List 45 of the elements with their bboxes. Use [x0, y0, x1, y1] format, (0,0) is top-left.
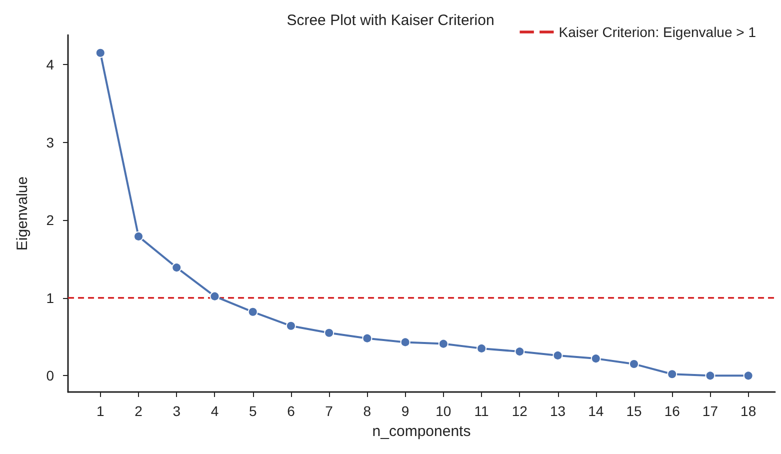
y-tick-label: 1	[46, 290, 54, 306]
y-tick-label: 3	[46, 134, 54, 150]
x-tick-label: 5	[248, 403, 257, 419]
y-tick-label: 0	[46, 368, 54, 384]
point	[590, 354, 601, 364]
chart-title: Scree Plot with Kaiser Criterion	[286, 12, 494, 29]
x-tick-label: 10	[436, 403, 452, 419]
x-axis-title: n_components	[372, 423, 471, 440]
point	[743, 370, 754, 381]
point	[514, 346, 525, 357]
point	[324, 328, 334, 338]
point	[705, 370, 716, 381]
point	[438, 338, 448, 349]
point	[172, 262, 182, 273]
x-tick-label: 13	[550, 403, 566, 419]
point	[134, 231, 144, 242]
point	[628, 359, 639, 369]
point	[400, 337, 410, 348]
x-tick-label: 7	[325, 403, 334, 419]
x-tick-label: 2	[134, 403, 143, 419]
x-tick-label: 4	[210, 403, 219, 419]
point	[210, 291, 220, 302]
point	[248, 306, 258, 317]
x-tick-label: 8	[363, 403, 372, 419]
y-tick-label: 4	[46, 56, 54, 73]
x-tick-label: 9	[401, 403, 410, 419]
x-tick-label: 11	[474, 403, 489, 419]
point	[476, 343, 487, 354]
point	[362, 333, 372, 344]
x-tick-label: 15	[626, 403, 642, 419]
x-tick-label: 1	[96, 403, 104, 419]
x-tick-label: 16	[664, 403, 680, 419]
y-tick-label: 2	[46, 212, 54, 228]
legend-label: Kaiser Criterion: Eigenvalue > 1	[558, 24, 756, 40]
y-axis-title: Eigenvalue	[14, 176, 31, 251]
x-tick-label: 6	[287, 403, 296, 419]
x-tick-label: 12	[512, 403, 528, 419]
point	[95, 48, 106, 58]
x-tick-label: 3	[172, 403, 181, 419]
point	[286, 320, 296, 331]
x-tick-label: 14	[588, 403, 604, 419]
point	[552, 350, 563, 360]
x-tick-label: 18	[740, 403, 756, 419]
x-tick-label: 17	[702, 403, 718, 419]
point	[667, 369, 678, 380]
